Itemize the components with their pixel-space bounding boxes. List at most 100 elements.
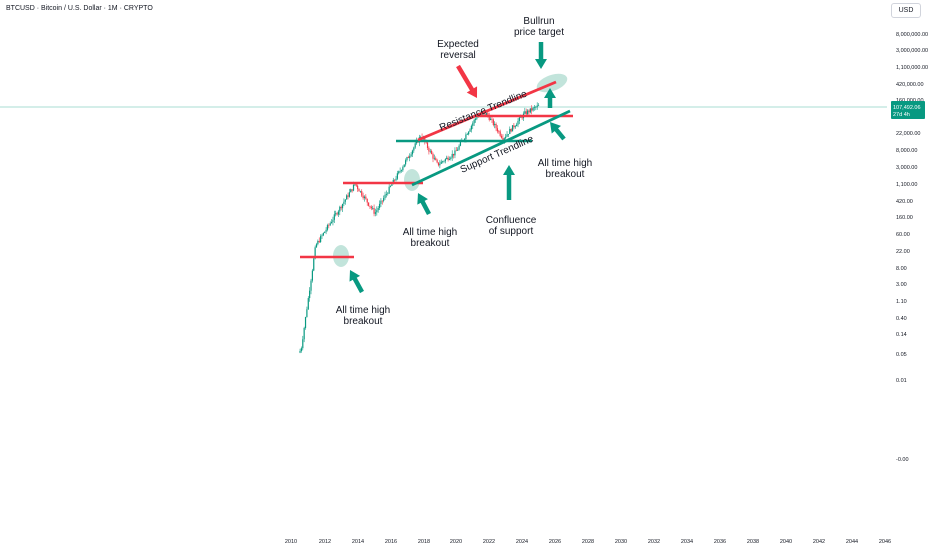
candle-body: [468, 131, 470, 135]
x-tick-label: 2022: [483, 539, 495, 545]
x-tick-label: 2016: [385, 539, 397, 545]
currency-selector[interactable]: USD: [891, 3, 921, 18]
candle-body: [370, 206, 372, 209]
candle-body: [489, 118, 492, 120]
y-tick-label: 160.00: [896, 215, 913, 221]
candle-body: [330, 222, 333, 224]
candle-body: [377, 208, 379, 211]
candle-body: [357, 185, 359, 189]
candle-body: [458, 145, 460, 150]
ath-breakout-2017-label-2: breakout: [411, 238, 450, 249]
candle-body: [466, 134, 468, 135]
y-tick-label: -0.00: [896, 457, 909, 463]
y-tick-label: 22.00: [896, 249, 910, 255]
candle-body: [465, 134, 467, 140]
candle-body: [340, 206, 342, 209]
y-tick-label: 1,100,000.00: [896, 65, 928, 71]
confluence-label-2: of support: [489, 226, 534, 237]
candle-body: [309, 290, 311, 299]
candle-body: [318, 240, 320, 243]
candle-body: [387, 193, 389, 195]
price-badge-countdown: 27d 4h: [893, 112, 910, 118]
candle-body: [374, 212, 377, 214]
y-tick-label: 8,000,000.00: [896, 32, 928, 38]
candle-body: [376, 210, 378, 213]
resistance-trendline: [417, 80, 557, 142]
candle-body: [440, 161, 442, 164]
candle-body: [444, 159, 446, 162]
candle-body: [432, 154, 434, 159]
y-axis[interactable]: 8,000,000.00 3,000,000.00 1,100,000.00 420,…: [896, 32, 928, 463]
candle-body: [409, 156, 411, 159]
candle-body: [491, 118, 493, 120]
support-trendline: [411, 109, 571, 187]
y-tick-label: 0.01: [896, 378, 907, 384]
y-tick-label: 3,000.00: [896, 165, 917, 171]
candle-body: [391, 184, 393, 186]
candle-body: [452, 153, 455, 156]
expected-reversal-label-1: Expected: [437, 39, 479, 50]
candle-body: [304, 317, 307, 328]
candle-body: [414, 143, 416, 148]
arrow-expected-reversal: [456, 64, 478, 98]
candle-body: [455, 150, 457, 152]
candle-body: [476, 117, 478, 119]
candle-body: [503, 138, 505, 141]
candle-body: [302, 339, 304, 349]
candle-body: [446, 157, 448, 160]
candle-body: [335, 213, 337, 215]
arrow-confluence: [503, 165, 515, 200]
candle-body: [517, 120, 519, 125]
candle-body: [343, 201, 345, 204]
x-tick-label: 2042: [813, 539, 825, 545]
candle-body: [359, 191, 361, 192]
candle-body: [500, 135, 503, 138]
x-tick-label: 2010: [285, 539, 297, 545]
candle-body: [369, 205, 371, 207]
x-tick-label: 2036: [714, 539, 726, 545]
candle-body: [384, 194, 386, 199]
candle-body: [502, 137, 504, 141]
y-tick-label: 3,000,000.00: [896, 48, 928, 54]
candle-body: [299, 350, 301, 353]
candle-body: [300, 348, 303, 351]
x-tick-label: 2032: [648, 539, 660, 545]
candle-body: [394, 179, 396, 181]
candle-body: [529, 108, 531, 113]
candle-body: [436, 160, 438, 163]
candle-body: [525, 111, 527, 115]
candle-body: [472, 123, 474, 126]
candle-body: [329, 223, 331, 226]
x-axis[interactable]: 2010 2012 2014 2016 2018 2020 2022 2024 2026 2028…: [285, 539, 891, 545]
x-tick-label: 2014: [352, 539, 364, 545]
candle-body: [420, 137, 422, 138]
candle-body: [520, 117, 522, 118]
candle-body: [336, 213, 338, 215]
candle-body: [325, 229, 327, 232]
candle-body: [396, 173, 398, 179]
candle-body: [332, 219, 334, 223]
candle-body: [346, 195, 348, 200]
candle-body: [513, 125, 515, 128]
candle-body: [311, 270, 313, 281]
candle-body: [473, 119, 475, 124]
candle-body: [354, 184, 356, 186]
candle-body: [381, 200, 383, 202]
candle-body: [383, 198, 385, 201]
candle-body: [306, 309, 308, 318]
x-tick-label: 2012: [319, 539, 331, 545]
y-tick-label: 22,000.00: [896, 131, 920, 137]
candle-body: [506, 134, 508, 137]
candle-body: [428, 147, 430, 152]
bullrun-label-2: price target: [514, 27, 564, 38]
candle-body: [488, 115, 490, 120]
candle-body: [328, 225, 330, 226]
x-tick-label: 2044: [846, 539, 858, 545]
price-badge-value: 107,492.06: [893, 105, 921, 111]
candle-body: [403, 164, 405, 168]
candle-body: [363, 196, 366, 199]
candle-body: [337, 211, 340, 215]
candle-body: [372, 208, 374, 209]
candle-body: [454, 150, 456, 156]
